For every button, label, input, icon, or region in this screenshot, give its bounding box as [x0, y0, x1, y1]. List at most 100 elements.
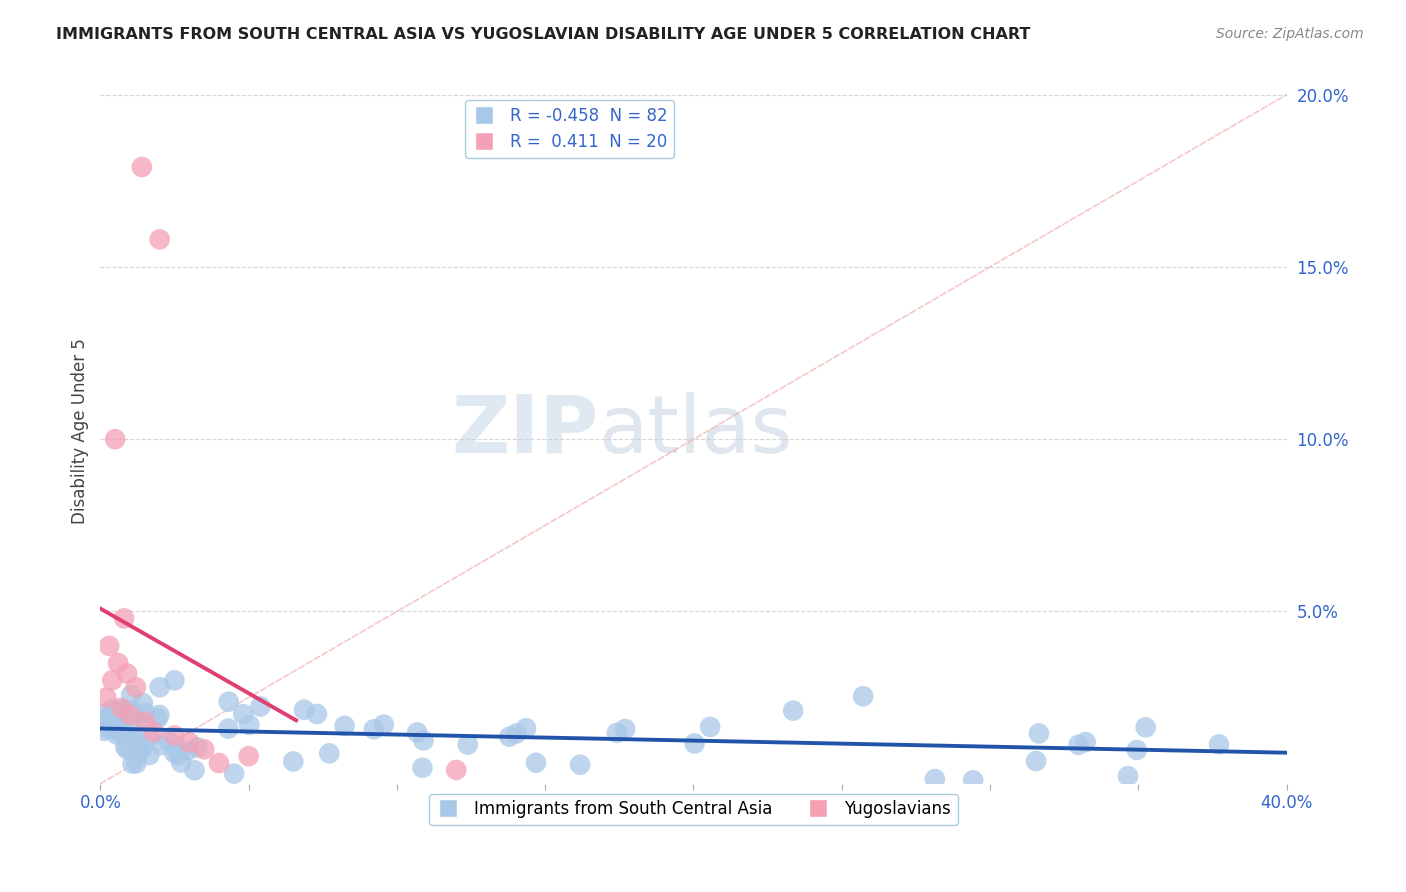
Point [131, 740, 153, 755]
Point [112, 704, 135, 718]
Text: IMMIGRANTS FROM SOUTH CENTRAL ASIA VS YUGOSLAVIAN DISABILITY AGE UNDER 5 CORRELA: IMMIGRANTS FROM SOUTH CENTRAL ASIA VS YU… [56, 27, 1031, 42]
Point [135, 706, 157, 720]
Point [125, 756, 148, 771]
Point [101, 673, 124, 688]
Point [232, 707, 254, 722]
Point [163, 673, 186, 688]
Point [292, 703, 315, 717]
Point [167, 747, 190, 762]
Point [129, 744, 152, 758]
Point [107, 710, 129, 724]
Point [412, 733, 434, 747]
Point [98, 639, 121, 653]
Point [110, 726, 132, 740]
Point [93, 723, 115, 738]
Point [127, 713, 149, 727]
Point [115, 666, 138, 681]
Point [283, 755, 305, 769]
Point [120, 688, 142, 702]
Point [122, 706, 145, 721]
Point [93, 713, 115, 727]
Point [363, 723, 385, 737]
Point [101, 722, 124, 736]
Point [218, 695, 240, 709]
Point [333, 719, 356, 733]
Point [1208, 737, 1230, 751]
Point [114, 724, 136, 739]
Point [148, 708, 170, 723]
Point [107, 712, 129, 726]
Point [114, 739, 136, 754]
Text: atlas: atlas [599, 392, 793, 469]
Point [91, 706, 114, 721]
Point [852, 690, 875, 704]
Point [101, 702, 124, 716]
Point [125, 680, 148, 694]
Point [457, 738, 479, 752]
Point [1025, 754, 1047, 768]
Point [515, 721, 537, 735]
Point [444, 763, 467, 777]
Point [176, 744, 198, 758]
Point [406, 725, 429, 739]
Point [524, 756, 547, 770]
Point [124, 733, 146, 747]
Point [318, 747, 340, 761]
Point [96, 690, 118, 705]
Point [373, 717, 395, 731]
Point [121, 732, 143, 747]
Point [208, 756, 231, 770]
Point [238, 718, 260, 732]
Point [104, 432, 127, 446]
Y-axis label: Disability Age Under 5: Disability Age Under 5 [72, 338, 89, 524]
Point [105, 728, 128, 742]
Point [1126, 743, 1149, 757]
Point [115, 703, 138, 717]
Point [924, 772, 946, 786]
Point [498, 730, 520, 744]
Point [157, 735, 180, 749]
Point [97, 722, 120, 736]
Point [93, 714, 115, 728]
Point [146, 711, 169, 725]
Point [249, 699, 271, 714]
Point [138, 747, 160, 762]
Point [150, 739, 173, 753]
Point [222, 766, 245, 780]
Point [115, 742, 138, 756]
Point [103, 706, 125, 721]
Point [118, 707, 141, 722]
Point [110, 701, 132, 715]
Point [1074, 735, 1097, 749]
Point [163, 746, 186, 760]
Point [163, 729, 186, 743]
Point [107, 656, 129, 670]
Point [217, 722, 239, 736]
Point [122, 704, 145, 718]
Point [134, 714, 156, 729]
Point [132, 696, 155, 710]
Point [505, 726, 527, 740]
Point [149, 680, 172, 694]
Point [193, 742, 215, 756]
Point [962, 773, 984, 788]
Point [305, 706, 328, 721]
Point [614, 722, 637, 736]
Point [149, 232, 172, 246]
Point [179, 735, 201, 749]
Point [138, 731, 160, 745]
Point [569, 757, 592, 772]
Point [114, 710, 136, 724]
Point [1067, 738, 1090, 752]
Point [121, 756, 143, 771]
Point [112, 611, 135, 625]
Point [1028, 726, 1050, 740]
Point [411, 761, 433, 775]
Point [170, 756, 193, 770]
Point [183, 764, 205, 778]
Legend: Immigrants from South Central Asia, Yugoslavians: Immigrants from South Central Asia, Yugo… [429, 794, 957, 825]
Point [131, 160, 153, 174]
Point [782, 704, 804, 718]
Point [238, 749, 260, 764]
Text: ZIP: ZIP [451, 392, 599, 469]
